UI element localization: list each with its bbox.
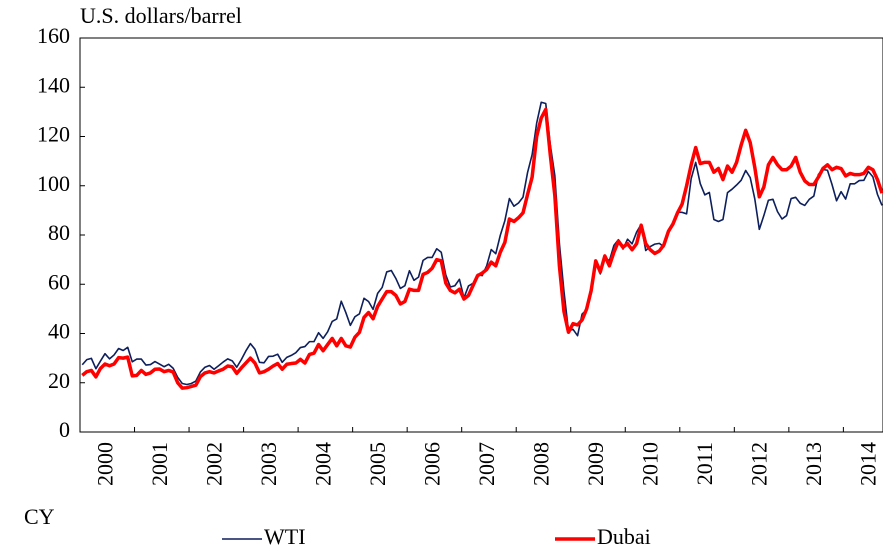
x-tick-label: 2005	[365, 442, 390, 486]
y-tick-label: 20	[48, 368, 70, 393]
x-tick-label: 2010	[638, 442, 663, 486]
y-tick-label: 0	[59, 417, 70, 442]
y-tick-label: 160	[37, 23, 70, 48]
series-line	[81, 101, 883, 386]
x-tick-label: 2008	[529, 442, 554, 486]
x-tick-label: 2002	[201, 442, 226, 486]
y-tick-label: 140	[37, 72, 70, 97]
y-tick-label: 120	[37, 122, 70, 147]
legend-label: Dubai	[597, 524, 651, 549]
y-tick-label: 40	[48, 319, 70, 344]
x-tick-label: 2007	[474, 442, 499, 486]
x-tick-label: 2009	[583, 442, 608, 486]
x-tick-label: 2014	[856, 442, 881, 486]
x-axis-label: CY	[24, 504, 55, 529]
x-tick-label: 2011	[692, 442, 717, 485]
x-tick-label: 2012	[747, 442, 772, 486]
x-tick-label: 2001	[147, 442, 172, 486]
series-line	[81, 107, 883, 390]
x-tick-label: 2004	[310, 442, 335, 486]
y-tick-label: 100	[37, 171, 70, 196]
legend-label: WTI	[264, 524, 306, 549]
y-axis-label: U.S. dollars/barrel	[80, 3, 242, 28]
y-tick-label: 60	[48, 269, 70, 294]
x-tick-label: 2000	[92, 442, 117, 486]
x-tick-label: 2013	[801, 442, 826, 486]
x-tick-label: 2003	[256, 442, 281, 486]
x-tick-label: 2006	[419, 442, 444, 486]
y-tick-label: 80	[48, 220, 70, 245]
